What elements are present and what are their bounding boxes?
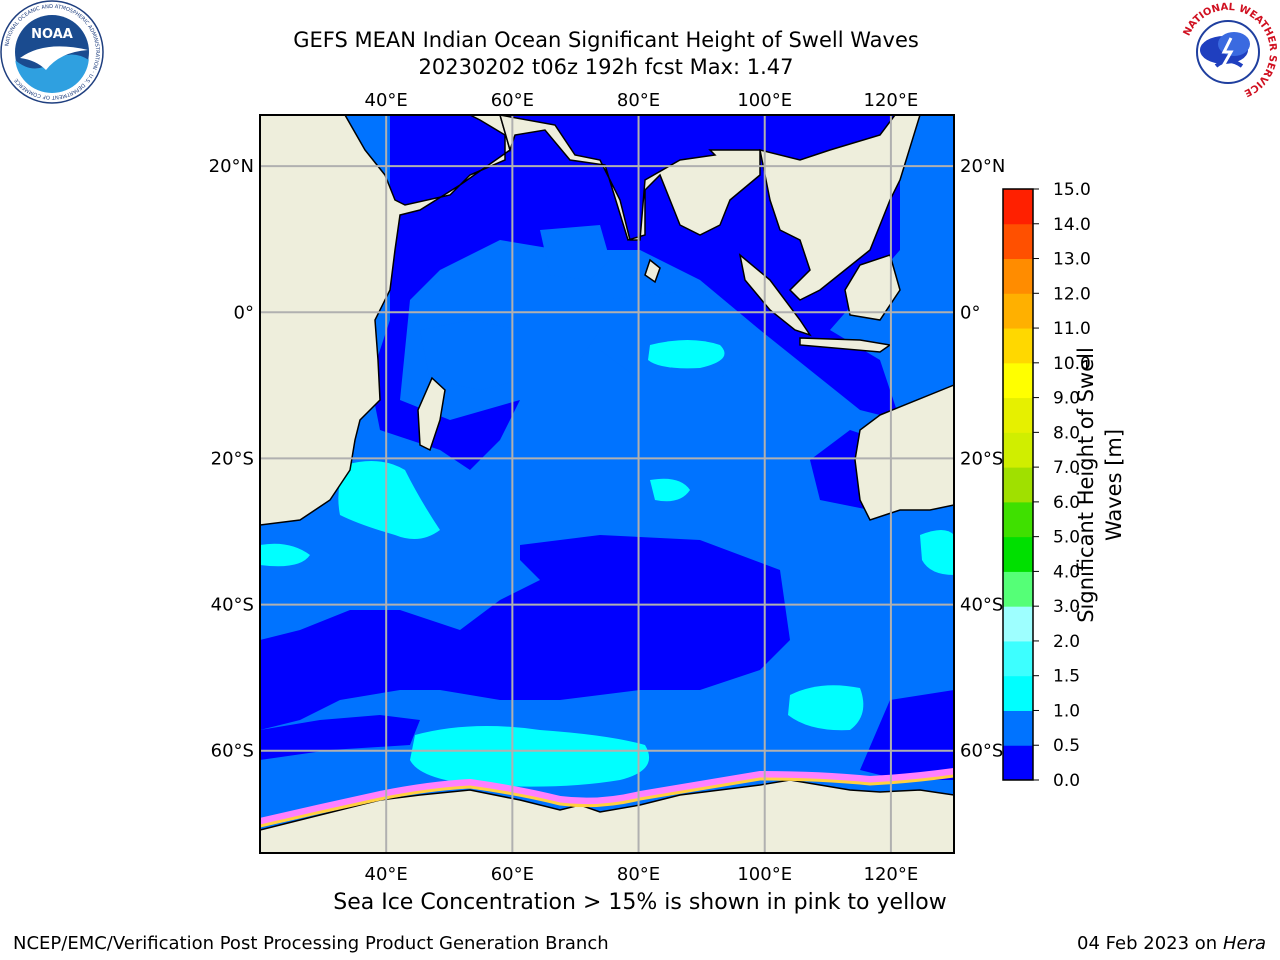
colorbar-segment	[1003, 258, 1033, 294]
lat-tick-label-left: 40°S	[211, 595, 254, 616]
colorbar-tick-label: 1.5	[1053, 667, 1080, 687]
colorbar-segment	[1003, 640, 1033, 677]
high-swell-regions	[260, 340, 954, 787]
colorbar-tick-label: 7.0	[1053, 458, 1080, 478]
colorbar-tick-label: 13.0	[1053, 250, 1091, 270]
colorbar-title-line2: Waves [m]	[1102, 428, 1126, 542]
colorbar-segment	[1003, 745, 1033, 781]
colorbar-tick-label: 5.0	[1053, 528, 1080, 548]
lon-tick-label-top: 40°E	[365, 90, 408, 111]
colorbar-segment	[1003, 293, 1033, 329]
axis-labels: 40°E 40°E 60°E 60°E 80°E 80°E 100°E 100°E 120°E 1…	[209, 90, 1006, 885]
colorbar-tick-label: 1.0	[1053, 701, 1080, 721]
colorbar-segment	[1003, 710, 1033, 746]
map-area	[260, 115, 954, 853]
lat-tick-label-left: 20°N	[209, 156, 254, 177]
colorbar-tick-label: 14.0	[1053, 215, 1091, 235]
lon-tick-label-bottom: 100°E	[737, 864, 792, 885]
lon-tick-label-bottom: 60°E	[491, 864, 534, 885]
colorbar-title-line1: Significant Height of Swell	[1074, 347, 1098, 623]
credit-left: NCEP/EMC/Verification Post Processing Pr…	[13, 933, 609, 954]
lat-tick-label-right: 40°S	[960, 595, 1003, 616]
colorbar-tick-label: 10.0	[1053, 354, 1091, 374]
colorbar-tick-label: 8.0	[1053, 423, 1080, 443]
lon-tick-label-top: 100°E	[737, 90, 792, 111]
colorbar-tick-label: 2.0	[1053, 632, 1080, 652]
colorbar: 0.0 0.5 1.0 1.5 2.0 3.0 4.0 5.0 6.0 7.0 8.0 9.0 10.0…	[1002, 180, 1091, 791]
noaa-wordmark: NOAA	[31, 27, 73, 42]
colorbar-segment	[1003, 606, 1033, 642]
lat-tick-label-right: 60°S	[960, 741, 1003, 762]
colorbar-segment	[1003, 189, 1033, 225]
colorbar-tick-label: 6.0	[1053, 493, 1080, 513]
lat-tick-label-right: 20°N	[960, 156, 1005, 177]
noaa-logo: NATIONAL OCEANIC AND ATMOSPHERIC ADMINIS…	[0, 0, 104, 104]
nws-logo: NATIONAL WEATHER SERVICE	[1177, 1, 1279, 103]
colorbar-segment	[1003, 328, 1033, 364]
lon-tick-label-top: 60°E	[491, 90, 534, 111]
chart-title: GEFS MEAN Indian Ocean Significant Heigh…	[293, 28, 919, 52]
colorbar-tick-label: 4.0	[1053, 562, 1080, 582]
colorbar-segment	[1003, 536, 1033, 572]
colorbar-segment	[1003, 223, 1033, 260]
colorbar-tick-label: 15.0	[1053, 180, 1091, 200]
colorbar-segment	[1003, 501, 1033, 538]
colorbar-segment	[1003, 467, 1033, 503]
land-masses	[260, 115, 954, 853]
colorbar-tick-label: 0.0	[1053, 771, 1080, 791]
colorbar-segment	[1003, 432, 1033, 468]
credit-date: 04 Feb 2023 on	[1077, 933, 1218, 954]
lat-tick-label-left: 20°S	[211, 448, 254, 469]
chart-subtitle: 20230202 t06z 192h fcst Max: 1.47	[418, 55, 794, 79]
lat-tick-label-right: 20°S	[960, 448, 1003, 469]
lon-tick-label-bottom: 80°E	[617, 864, 660, 885]
colorbar-tick-label: 9.0	[1053, 389, 1080, 409]
colorbar-tick-label: 12.0	[1053, 284, 1091, 304]
credit-right: 04 Feb 2023 on Hera	[1077, 933, 1266, 954]
map-frame	[259, 114, 955, 854]
colorbar-segment	[1003, 675, 1033, 711]
lon-tick-label-bottom: 120°E	[864, 864, 919, 885]
graticule	[260, 115, 954, 853]
lon-tick-label-top: 80°E	[617, 90, 660, 111]
colorbar-tick-label: 11.0	[1053, 319, 1091, 339]
sea-ice-fringe	[260, 768, 954, 828]
lat-tick-label-left: 0°	[234, 302, 254, 323]
lat-tick-label-right: 0°	[960, 302, 980, 323]
lon-tick-label-top: 120°E	[864, 90, 919, 111]
colorbar-frame	[1002, 188, 1034, 781]
colorbar-segment	[1003, 397, 1033, 433]
credit-host: Hera	[1222, 933, 1266, 954]
colorbar-segment	[1003, 571, 1033, 607]
colorbar-tick-label: 0.5	[1053, 736, 1080, 756]
colorbar-tick-label: 3.0	[1053, 597, 1080, 617]
sea-ice-note: Sea Ice Concentration > 15% is shown in …	[333, 890, 947, 915]
lat-tick-label-left: 60°S	[211, 741, 254, 762]
lon-tick-label-bottom: 40°E	[365, 864, 408, 885]
colorbar-segment	[1003, 362, 1033, 399]
